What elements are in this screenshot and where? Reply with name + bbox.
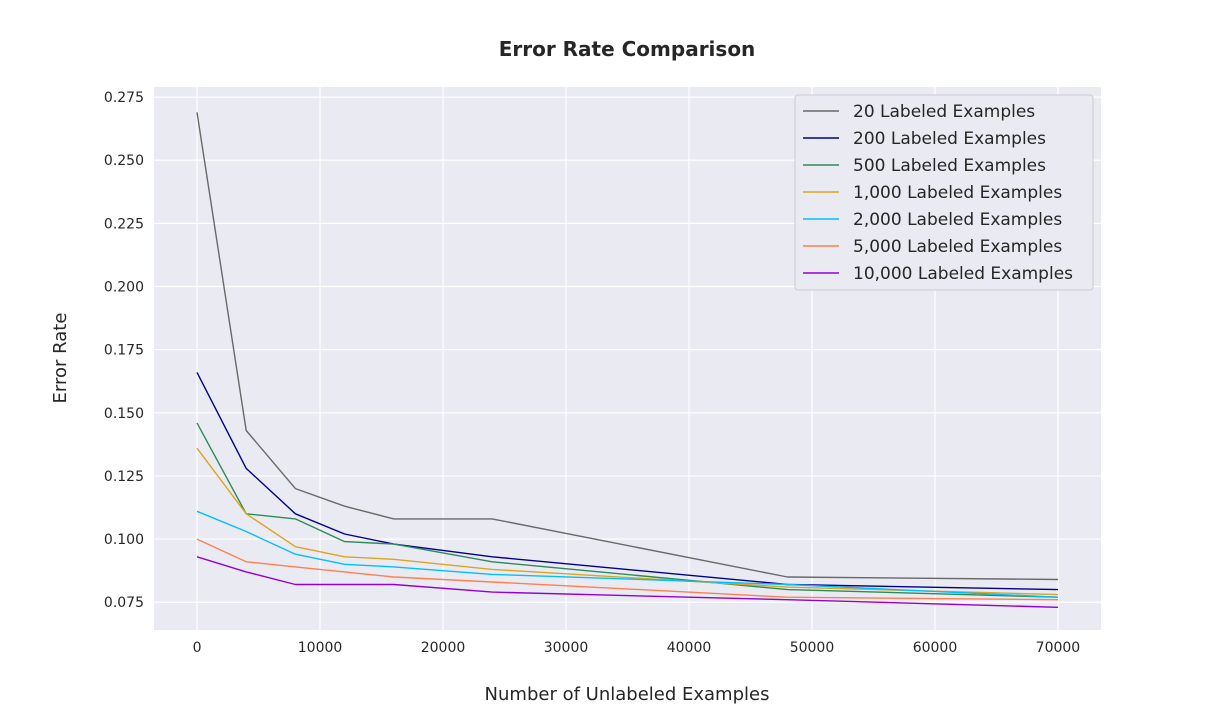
series-line [196, 538, 1059, 601]
legend-entry: 1,000 Labeled Examples [853, 183, 1062, 203]
y-tick-label: 0.200 [104, 280, 144, 296]
legend-box [794, 94, 1094, 291]
y-tick-label: 0.150 [104, 406, 144, 422]
x-tick-label: 60000 [913, 640, 958, 656]
y-tick-label: 0.250 [104, 153, 144, 169]
y-tick-label: 0.275 [104, 90, 144, 106]
x-tick-label: 10000 [298, 640, 343, 656]
legend-entry: 200 Labeled Examples [853, 129, 1046, 149]
series-line [196, 510, 1059, 598]
legend-entry: 2,000 Labeled Examples [853, 210, 1062, 230]
y-axis-label: Error Rate [50, 313, 71, 404]
series-line [196, 112, 1059, 581]
y-tick-label: 0.125 [104, 469, 144, 485]
y-tick-labels: 0.075 0.100 0.125 0.150 0.175 0.200 0.225 0.250… [104, 90, 144, 611]
x-axis-label: Number of Unlabeled Examples [485, 684, 770, 705]
x-tick-label: 70000 [1036, 640, 1081, 656]
legend-entry: 20 Labeled Examples [853, 102, 1035, 122]
x-tick-label: 40000 [667, 640, 712, 656]
x-tick-label: 50000 [790, 640, 835, 656]
y-tick-label: 0.225 [104, 216, 144, 232]
series-line [196, 372, 1059, 591]
x-tick-label: 0 [193, 640, 202, 656]
chart-title: Error Rate Comparison [499, 37, 756, 61]
y-tick-label: 0.175 [104, 343, 144, 359]
x-tick-labels: 0 10000 20000 30000 40000 50000 60000 70000 [193, 640, 1081, 656]
legend-entry: 10,000 Labeled Examples [853, 264, 1073, 284]
legend-entry: 500 Labeled Examples [853, 156, 1046, 176]
legend-entry: 5,000 Labeled Examples [853, 237, 1062, 257]
x-tick-label: 20000 [421, 640, 466, 656]
series-lines [196, 112, 1059, 608]
y-tick-label: 0.100 [104, 532, 144, 548]
y-tick-label: 0.075 [104, 595, 144, 611]
x-tick-label: 30000 [544, 640, 589, 656]
series-line [196, 556, 1059, 608]
series-line [196, 447, 1059, 596]
series-line [196, 422, 1059, 598]
legend: 20 Labeled Examples 200 Labeled Examples 5… [794, 94, 1094, 291]
